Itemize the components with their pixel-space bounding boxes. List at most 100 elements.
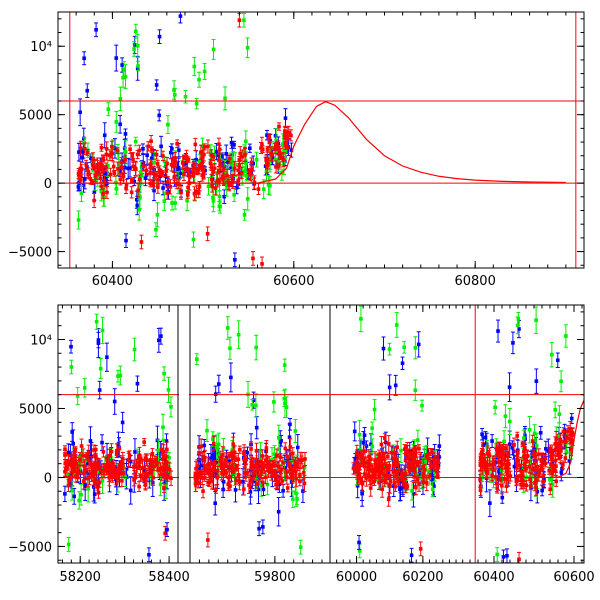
data-point (84, 454, 89, 459)
data-point (215, 178, 220, 183)
data-point (97, 388, 102, 392)
data-point (108, 467, 113, 471)
data-point (114, 120, 119, 124)
data-point (157, 113, 161, 118)
data-point (186, 157, 191, 162)
data-point (236, 168, 241, 173)
data-point (273, 157, 278, 162)
data-point (146, 144, 151, 149)
data-point (71, 463, 76, 468)
data-point (202, 69, 207, 74)
data-point (281, 157, 286, 162)
data-point (232, 450, 237, 455)
data-point (278, 470, 283, 474)
data-point (184, 167, 189, 172)
data-point (259, 146, 263, 150)
data-point (216, 452, 220, 456)
data-point (154, 173, 159, 177)
x-tick-label: 60400 (92, 274, 133, 289)
data-point (176, 165, 181, 170)
data-point (132, 43, 137, 47)
data-point (99, 184, 104, 188)
data-point (96, 341, 101, 345)
data-point (95, 470, 100, 474)
data-point (69, 365, 74, 369)
data-point (142, 440, 146, 444)
data-point (148, 181, 153, 186)
data-point (104, 165, 108, 169)
data-point (135, 381, 140, 386)
x-tick-label: 60800 (454, 274, 495, 289)
data-point (221, 174, 225, 179)
data-point (223, 170, 227, 175)
data-point (387, 385, 392, 390)
data-point (276, 146, 281, 150)
data-point (420, 403, 424, 408)
data-point (237, 163, 242, 168)
data-point (421, 472, 425, 476)
data-point (355, 451, 359, 455)
data-point (252, 180, 257, 185)
data-point (132, 465, 137, 469)
data-point (213, 392, 218, 396)
data-point (264, 464, 269, 469)
data-point (214, 149, 219, 154)
data-point (211, 437, 215, 441)
data-point (161, 154, 165, 158)
data-point (199, 150, 203, 155)
data-point (393, 383, 398, 388)
data-point (151, 181, 155, 186)
data-point (78, 166, 83, 171)
data-point (170, 201, 174, 205)
data-point (261, 187, 266, 191)
data-point (121, 174, 126, 179)
data-point (197, 184, 202, 188)
data-point (280, 479, 285, 483)
data-point (230, 176, 234, 180)
data-point (150, 147, 154, 152)
data-point (71, 441, 76, 446)
data-point (101, 450, 106, 454)
data-point (130, 153, 134, 157)
data-point (233, 456, 238, 461)
data-point (63, 453, 67, 457)
data-point (106, 107, 111, 111)
data-point (209, 153, 214, 157)
data-point (265, 147, 270, 151)
data-point (161, 449, 166, 454)
data-point (92, 190, 97, 194)
data-point (416, 342, 421, 347)
data-point (403, 483, 408, 488)
data-point (407, 449, 412, 454)
data-point (76, 184, 81, 189)
data-point (258, 462, 262, 466)
data-point (160, 171, 165, 176)
data-point (164, 439, 169, 443)
data-point (188, 170, 193, 175)
data-point (85, 150, 90, 155)
data-point (270, 458, 274, 462)
data-point (201, 174, 206, 179)
data-point (81, 453, 85, 458)
data-point (142, 469, 147, 473)
data-point (95, 162, 100, 167)
data-point (134, 29, 138, 34)
data-point (192, 64, 197, 69)
data-point (386, 497, 391, 502)
data-point (133, 139, 138, 144)
data-point (283, 116, 288, 120)
data-point (116, 167, 120, 171)
data-point (387, 347, 392, 351)
data-point (178, 171, 183, 176)
data-point (231, 442, 235, 446)
data-point (154, 83, 159, 87)
data-point (239, 171, 244, 175)
data-point (270, 469, 275, 474)
data-point (244, 161, 248, 166)
outlier-point (206, 538, 210, 542)
data-point (105, 355, 109, 360)
data-point (128, 459, 133, 464)
data-point (77, 182, 81, 187)
data-point (79, 191, 84, 196)
data-point (154, 152, 159, 157)
